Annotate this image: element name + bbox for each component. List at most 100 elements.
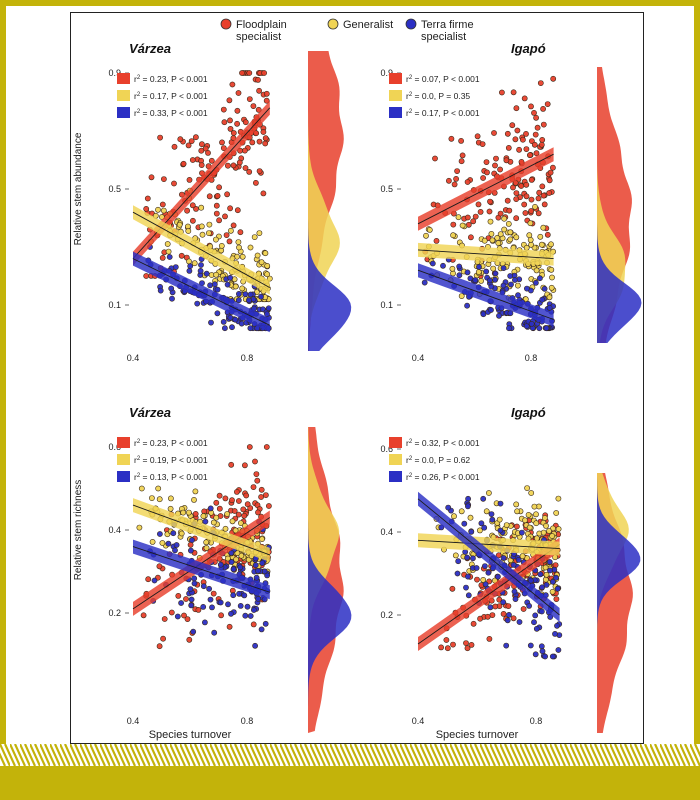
data-point xyxy=(464,302,470,309)
data-point xyxy=(187,586,194,592)
data-point xyxy=(536,325,543,332)
data-point xyxy=(233,488,240,495)
data-point xyxy=(496,516,503,523)
data-point xyxy=(542,653,548,660)
data-point xyxy=(554,622,560,629)
data-point xyxy=(527,642,534,649)
data-point xyxy=(156,496,163,503)
decorative-zigzag-band xyxy=(0,744,700,766)
fit-line-generalist xyxy=(132,504,270,556)
data-point xyxy=(523,131,529,137)
data-point xyxy=(192,488,199,495)
data-point xyxy=(533,520,540,527)
data-point xyxy=(513,501,520,508)
data-point xyxy=(527,152,533,158)
data-point xyxy=(256,168,263,174)
data-point xyxy=(216,492,223,499)
data-point xyxy=(198,147,205,154)
data-point xyxy=(165,540,172,547)
data-point xyxy=(548,284,555,291)
data-point xyxy=(206,193,213,200)
y-tick-label: 0.5 xyxy=(108,184,121,194)
data-point xyxy=(497,527,504,534)
data-point xyxy=(492,270,499,277)
data-point xyxy=(159,540,166,546)
fit-line-generalist xyxy=(132,211,271,288)
data-point xyxy=(227,314,234,321)
data-point xyxy=(236,159,243,166)
data-point xyxy=(513,105,520,112)
data-point xyxy=(206,221,213,228)
data-point xyxy=(521,95,528,102)
data-point xyxy=(220,318,227,325)
data-point xyxy=(186,509,192,516)
data-point xyxy=(547,614,554,620)
data-point xyxy=(535,210,542,217)
y-tick-label: 0.4 xyxy=(380,527,393,537)
data-point xyxy=(481,524,488,531)
data-point xyxy=(506,325,512,332)
data-point xyxy=(216,184,222,191)
y-tick-label: 0.2 xyxy=(108,608,121,618)
data-point xyxy=(230,162,237,169)
data-point xyxy=(532,612,539,619)
data-point xyxy=(526,232,533,239)
data-point xyxy=(247,244,254,251)
data-point xyxy=(470,620,477,627)
data-point xyxy=(497,231,504,238)
data-point xyxy=(470,218,477,225)
data-point xyxy=(186,636,193,643)
data-point xyxy=(239,253,246,260)
data-point xyxy=(176,221,183,228)
data-point xyxy=(523,146,530,152)
data-point xyxy=(528,320,535,327)
data-point xyxy=(546,528,552,534)
data-point xyxy=(151,577,158,584)
data-point xyxy=(259,560,266,566)
stats-text-floodplain: r2 = 0.23, P < 0.001 xyxy=(134,438,208,448)
data-point xyxy=(549,274,555,281)
data-point xyxy=(256,87,262,94)
data-point xyxy=(445,504,452,511)
data-point xyxy=(474,133,481,140)
data-point xyxy=(518,183,525,189)
data-point xyxy=(220,145,227,151)
data-point xyxy=(532,279,539,286)
data-point xyxy=(246,96,253,102)
data-point xyxy=(500,599,507,606)
panel-title: Várzea xyxy=(129,41,171,56)
y-tick-label: 0.6 xyxy=(108,442,121,452)
data-point xyxy=(432,155,438,162)
data-point xyxy=(207,282,213,289)
data-point xyxy=(505,220,512,227)
x-tick-label: 0.8 xyxy=(525,353,538,363)
data-point xyxy=(230,592,237,599)
data-point xyxy=(513,523,520,530)
data-point xyxy=(149,495,155,501)
data-point xyxy=(242,612,249,619)
data-point xyxy=(488,230,495,237)
data-point xyxy=(168,495,174,502)
data-point xyxy=(226,623,233,630)
data-point xyxy=(250,484,257,490)
data-point xyxy=(236,590,242,597)
data-point xyxy=(538,643,545,650)
data-point xyxy=(238,552,245,559)
data-point xyxy=(475,269,482,275)
data-point xyxy=(232,316,239,323)
data-point xyxy=(549,533,555,539)
y-tick-label: 0.1 xyxy=(380,300,393,310)
data-point xyxy=(222,525,229,532)
data-point xyxy=(531,619,537,626)
data-point xyxy=(234,207,241,214)
data-point xyxy=(235,511,242,518)
data-point xyxy=(156,643,163,650)
data-point xyxy=(229,81,236,88)
data-point xyxy=(224,511,230,517)
data-point xyxy=(506,207,513,214)
stats-swatch-floodplain xyxy=(117,73,130,84)
data-point xyxy=(505,144,512,151)
data-point xyxy=(546,567,553,574)
data-point xyxy=(476,263,482,270)
data-point xyxy=(522,210,529,216)
